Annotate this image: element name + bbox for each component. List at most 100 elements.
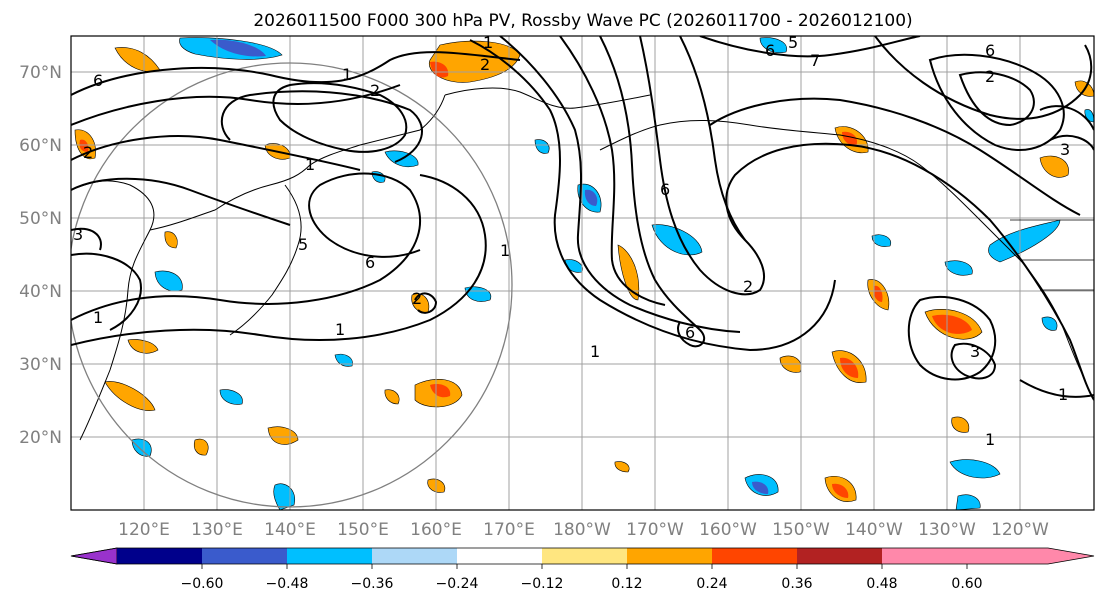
colorbar-tick-label: −0.48 xyxy=(266,576,309,592)
contour-line xyxy=(928,53,1065,151)
shade-blob xyxy=(430,384,451,398)
shade-blob xyxy=(384,389,400,405)
shade-blob xyxy=(944,260,973,276)
contour-label: 2 xyxy=(83,143,93,162)
shade-blob xyxy=(932,314,972,334)
contour-label: 3 xyxy=(1060,140,1070,159)
lon-label: 150°E xyxy=(337,520,389,540)
lat-label: 70°N xyxy=(19,63,62,83)
contour-line xyxy=(71,174,487,346)
lat-label: 20°N xyxy=(19,428,62,448)
colorbar-segment xyxy=(627,548,712,564)
contour-label: 6 xyxy=(685,323,695,342)
colorbar-extend-right xyxy=(967,548,1094,564)
lon-label: 140°W xyxy=(845,520,903,540)
shade-blob xyxy=(955,494,981,510)
colorbar-segment xyxy=(117,548,202,564)
colorbar-segment xyxy=(372,548,457,564)
longitude-labels: 120°E 130°E 140°E 150°E 160°E 170°E 180°… xyxy=(118,520,1049,540)
colorbar-segment xyxy=(882,548,967,564)
colorbar-tick-label: −0.24 xyxy=(436,576,479,592)
shade-blob xyxy=(464,286,492,302)
contour-line xyxy=(679,36,746,241)
contour-line xyxy=(699,36,921,58)
contour-label: 1 xyxy=(483,33,493,52)
contour-label: 2 xyxy=(480,55,490,74)
contour-label: 2 xyxy=(985,67,995,86)
contour-line xyxy=(1039,105,1094,131)
coastline-alaska-canada xyxy=(599,120,1026,266)
contour-label: 1 xyxy=(985,430,995,449)
contour-line xyxy=(958,71,1035,127)
contour-label: 6 xyxy=(93,71,103,90)
contour-label: 1 xyxy=(335,320,345,339)
contour-line xyxy=(1019,379,1094,398)
map-border xyxy=(70,35,1095,511)
contour-line xyxy=(71,51,521,96)
shade-blob xyxy=(1084,109,1094,123)
shade-blob xyxy=(988,219,1061,263)
shade-blob xyxy=(951,416,970,433)
contour-label: 5 xyxy=(788,33,798,52)
lon-label: 180°W xyxy=(553,520,611,540)
contour-label: 1 xyxy=(590,342,600,361)
contour-label: 7 xyxy=(810,51,820,70)
shade-blob xyxy=(79,139,89,152)
contour-label: 2 xyxy=(743,277,753,296)
shade-blob xyxy=(651,224,703,256)
lon-label: 120°E xyxy=(118,520,170,540)
colorbar-tick-label: 0.24 xyxy=(696,576,727,592)
colorbar-tick-label: 0.48 xyxy=(866,576,897,592)
contour-line xyxy=(220,90,423,163)
colorbar-segment xyxy=(797,548,882,564)
lon-label: 120°W xyxy=(991,520,1049,540)
pv-contours xyxy=(71,36,1094,401)
contour-line xyxy=(71,172,421,321)
contour-line xyxy=(874,36,1093,120)
contour-line xyxy=(272,82,408,153)
coastline-alaska-north xyxy=(444,87,651,109)
contour-line xyxy=(469,39,836,352)
contour-label: 1 xyxy=(500,241,510,260)
shade-blob xyxy=(164,231,178,249)
lat-label: 50°N xyxy=(19,209,62,229)
latitude-labels: 70°N 60°N 50°N 40°N 30°N 20°N xyxy=(19,63,62,448)
shade-blob xyxy=(154,270,183,292)
colorbar-tick-marks xyxy=(201,564,968,569)
lon-label: 160°E xyxy=(410,520,462,540)
lon-label: 150°W xyxy=(772,520,830,540)
contour-label: 1 xyxy=(305,155,315,174)
shade-blob xyxy=(193,438,209,456)
colorbar-segment xyxy=(712,548,797,564)
contour-line xyxy=(639,36,1094,401)
lon-label: 130°W xyxy=(918,520,976,540)
contour-label: 2 xyxy=(370,81,380,100)
map-content: 1 2 6 1 2 1 6 1 1 6 1 2 3 1 3 2 7 5 6 2 … xyxy=(71,33,1094,510)
contour-line xyxy=(71,84,401,126)
lon-label: 170°W xyxy=(626,520,684,540)
contour-line xyxy=(71,227,102,251)
contour-label: 5 xyxy=(298,235,308,254)
shade-blob xyxy=(334,353,353,367)
shade-blob xyxy=(873,285,883,302)
shade-blob xyxy=(842,131,858,146)
shade-blob xyxy=(759,37,787,53)
lon-label: 130°E xyxy=(191,520,243,540)
shade-blob xyxy=(584,189,598,206)
lat-label: 30°N xyxy=(19,355,62,375)
shade-blob xyxy=(614,461,630,473)
shade-blob xyxy=(131,438,152,457)
colorbar-extend-left xyxy=(70,547,118,565)
contour-label: 6 xyxy=(985,41,995,60)
shade-blob xyxy=(1041,316,1058,331)
contour-line xyxy=(599,36,706,348)
contour-line xyxy=(499,36,741,333)
shade-blob xyxy=(104,381,156,411)
colorbar-tick-label: 0.12 xyxy=(611,576,642,592)
lat-label: 40°N xyxy=(19,282,62,302)
contour-label: 1 xyxy=(1058,385,1068,404)
contour-line xyxy=(71,252,142,331)
shade-blob xyxy=(127,339,159,354)
colorbar-segment xyxy=(287,548,372,564)
shade-blob xyxy=(617,244,640,301)
